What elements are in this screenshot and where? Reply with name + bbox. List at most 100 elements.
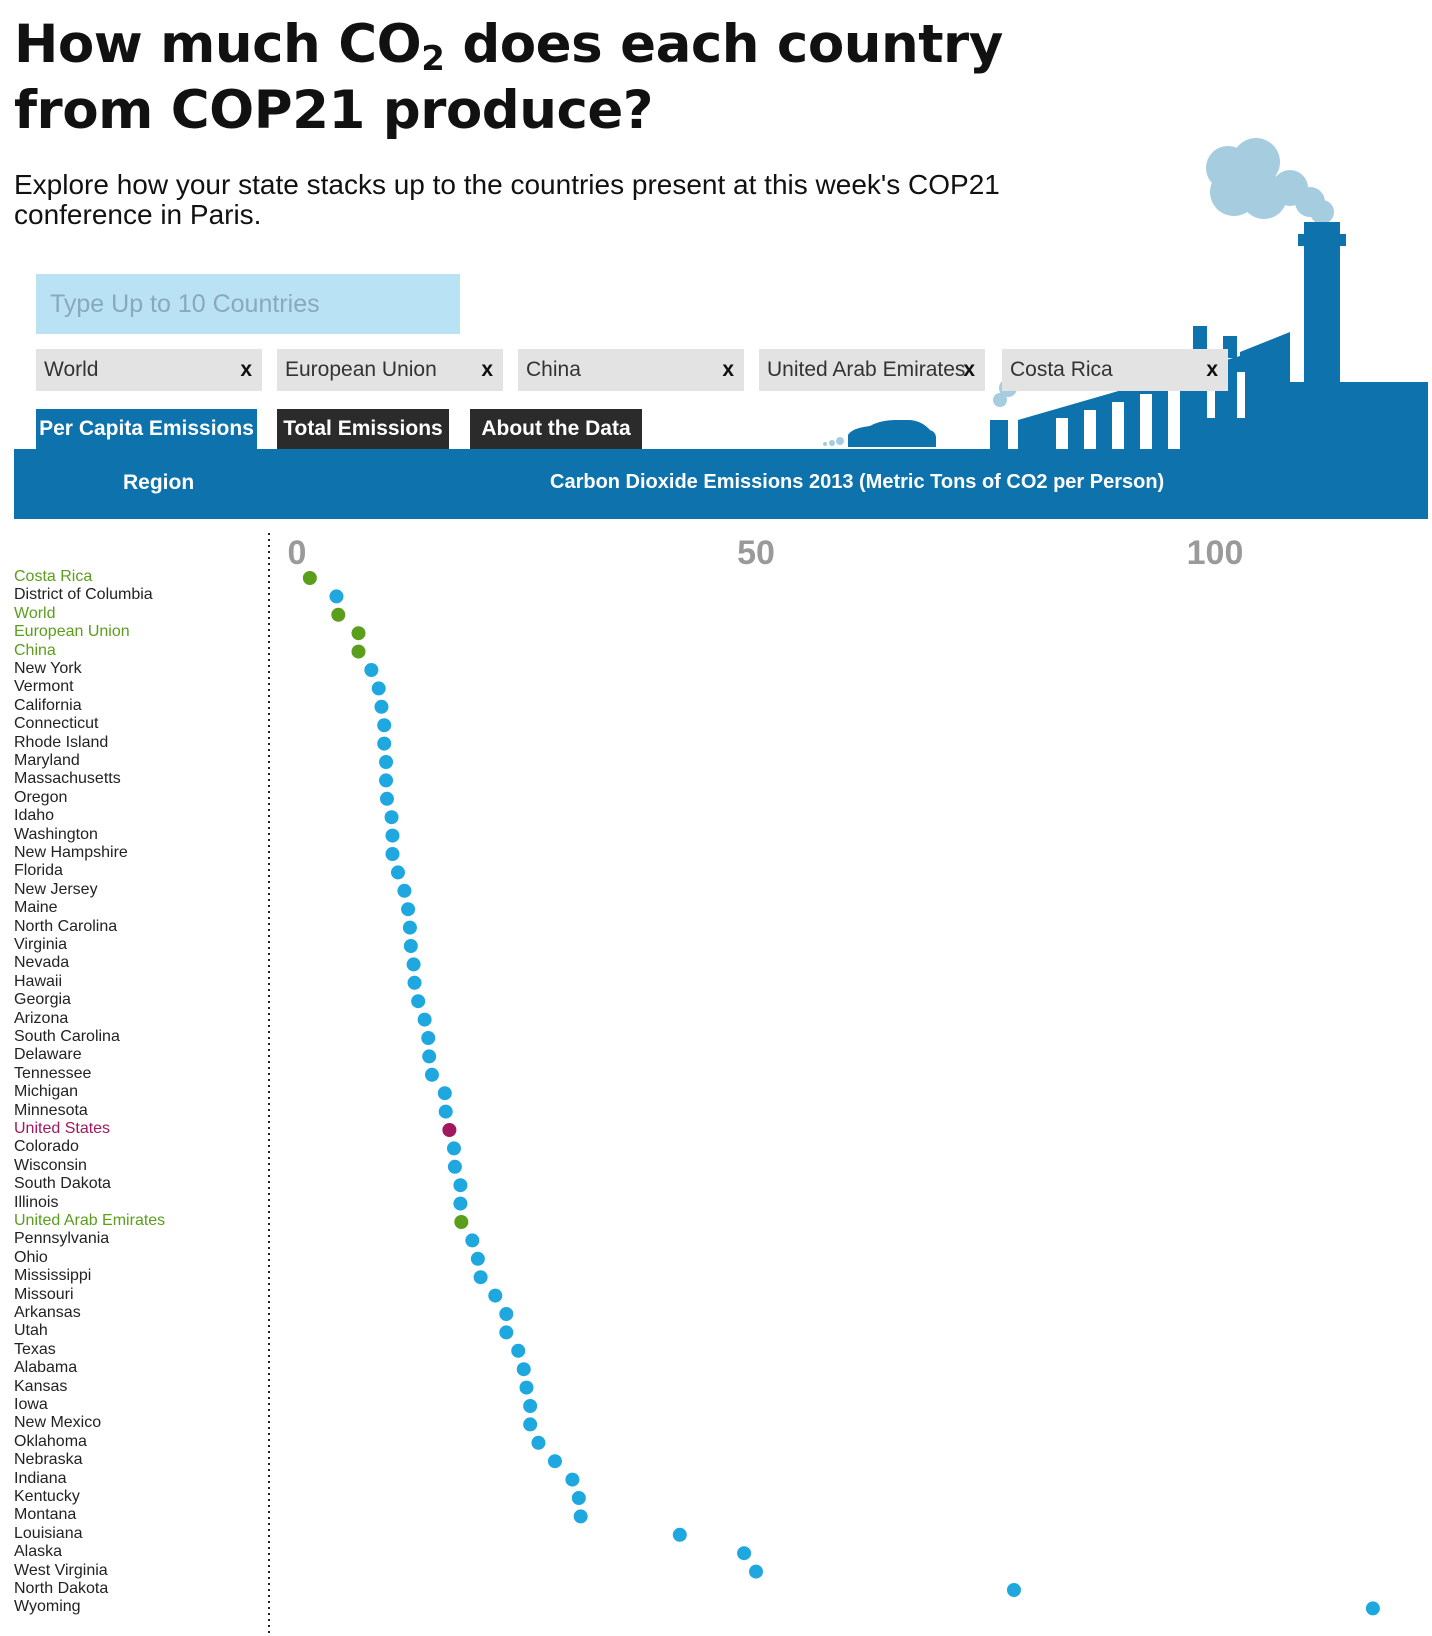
chip-label: China xyxy=(526,358,581,381)
region-label: Nevada xyxy=(14,954,70,972)
data-point[interactable] xyxy=(422,1049,437,1064)
data-point[interactable] xyxy=(447,1159,462,1174)
tab-about-the-data[interactable]: About the Data xyxy=(470,409,642,449)
data-point[interactable] xyxy=(454,1215,469,1229)
region-label: West Virginia xyxy=(14,1561,108,1579)
region-label: World xyxy=(14,604,56,622)
title-part1: How much CO xyxy=(14,14,422,75)
data-point[interactable] xyxy=(385,828,400,843)
data-point[interactable] xyxy=(351,626,366,641)
data-point[interactable] xyxy=(465,1233,480,1248)
data-point[interactable] xyxy=(672,1527,687,1542)
region-label: Alabama xyxy=(14,1359,78,1377)
data-point[interactable] xyxy=(565,1472,580,1487)
factory-skyline-icon xyxy=(823,138,1428,450)
data-point[interactable] xyxy=(390,865,405,880)
region-label: Wyoming xyxy=(14,1598,81,1616)
data-point[interactable] xyxy=(379,791,394,806)
region-label: Michigan xyxy=(14,1083,79,1101)
region-label: Delaware xyxy=(14,1046,82,1064)
tab-total-emissions[interactable]: Total Emissions xyxy=(277,409,449,449)
data-point[interactable] xyxy=(377,718,392,733)
chip-united-arab-emirates: United Arab Emirates x xyxy=(759,349,985,391)
close-icon[interactable]: x xyxy=(240,358,252,381)
data-point[interactable] xyxy=(473,1270,488,1285)
data-point[interactable] xyxy=(379,773,394,788)
data-point[interactable] xyxy=(499,1325,514,1340)
data-point[interactable] xyxy=(446,1141,461,1156)
data-point[interactable] xyxy=(437,1086,452,1101)
close-icon[interactable]: x xyxy=(1206,358,1218,381)
data-point[interactable] xyxy=(407,975,422,990)
data-point[interactable] xyxy=(1365,1601,1380,1616)
data-point[interactable] xyxy=(547,1454,562,1469)
region-label: United States xyxy=(14,1120,111,1137)
data-point[interactable] xyxy=(453,1196,468,1211)
data-point[interactable] xyxy=(397,883,412,898)
data-point[interactable] xyxy=(749,1564,763,1579)
data-point[interactable] xyxy=(442,1123,457,1137)
close-icon[interactable]: x xyxy=(722,358,734,381)
data-point[interactable] xyxy=(402,920,417,935)
region-label: Colorado xyxy=(14,1138,79,1156)
region-label: United Arab Emirates xyxy=(14,1212,166,1229)
data-point[interactable] xyxy=(417,1012,432,1027)
data-point[interactable] xyxy=(403,939,418,953)
data-point[interactable] xyxy=(406,957,421,972)
data-point[interactable] xyxy=(379,755,394,769)
data-point[interactable] xyxy=(453,1178,468,1193)
data-point[interactable] xyxy=(737,1546,752,1561)
data-point[interactable] xyxy=(385,847,400,861)
data-point[interactable] xyxy=(488,1288,503,1303)
region-label: North Dakota xyxy=(14,1580,109,1597)
data-point[interactable] xyxy=(364,663,379,677)
data-point[interactable] xyxy=(374,699,389,714)
close-icon[interactable]: x xyxy=(481,358,493,381)
data-point[interactable] xyxy=(573,1509,588,1524)
data-point[interactable] xyxy=(302,571,317,585)
x-tick-label: 0 xyxy=(288,534,307,572)
smoke-icon xyxy=(993,138,1334,407)
data-point[interactable] xyxy=(523,1399,538,1413)
data-point[interactable] xyxy=(1006,1583,1021,1597)
region-label: Arizona xyxy=(14,1009,69,1027)
region-label: Maryland xyxy=(14,752,80,769)
data-point[interactable] xyxy=(438,1104,453,1119)
data-point[interactable] xyxy=(523,1417,538,1432)
region-label: Utah xyxy=(14,1322,48,1340)
chip-costa-rica: Costa Rica x xyxy=(1002,349,1228,391)
data-point[interactable] xyxy=(401,902,416,917)
region-label: Costa Rica xyxy=(14,568,93,585)
data-point[interactable] xyxy=(424,1067,439,1082)
region-label: New Mexico xyxy=(14,1414,102,1432)
country-search-input[interactable] xyxy=(36,274,460,334)
title-subscript: 2 xyxy=(421,39,445,79)
data-point[interactable] xyxy=(470,1251,485,1266)
data-point[interactable] xyxy=(499,1307,514,1321)
region-label: South Carolina xyxy=(14,1028,120,1045)
data-point[interactable] xyxy=(329,589,344,604)
data-point[interactable] xyxy=(384,810,399,825)
data-point[interactable] xyxy=(411,994,426,1009)
close-icon[interactable]: x xyxy=(963,358,975,381)
data-point[interactable] xyxy=(377,736,392,751)
data-point[interactable] xyxy=(371,681,386,696)
tab-per-capita-emissions[interactable]: Per Capita Emissions xyxy=(36,409,257,449)
region-label: Virginia xyxy=(14,936,68,953)
data-point[interactable] xyxy=(421,1031,436,1045)
data-point[interactable] xyxy=(519,1380,534,1395)
region-label: Montana xyxy=(14,1506,77,1524)
region-label: New York xyxy=(14,660,82,677)
region-label: Wisconsin xyxy=(14,1156,87,1174)
x-tick-label: 50 xyxy=(737,534,775,572)
region-label: Massachusetts xyxy=(14,770,121,788)
data-point[interactable] xyxy=(531,1435,546,1450)
chip-china: China x xyxy=(518,349,744,391)
data-point[interactable] xyxy=(516,1362,531,1377)
data-point[interactable] xyxy=(511,1343,526,1358)
region-label: District of Columbia xyxy=(14,586,153,604)
region-label: China xyxy=(14,641,56,659)
data-point[interactable] xyxy=(351,644,366,659)
data-point[interactable] xyxy=(571,1491,586,1505)
data-point[interactable] xyxy=(331,607,346,622)
